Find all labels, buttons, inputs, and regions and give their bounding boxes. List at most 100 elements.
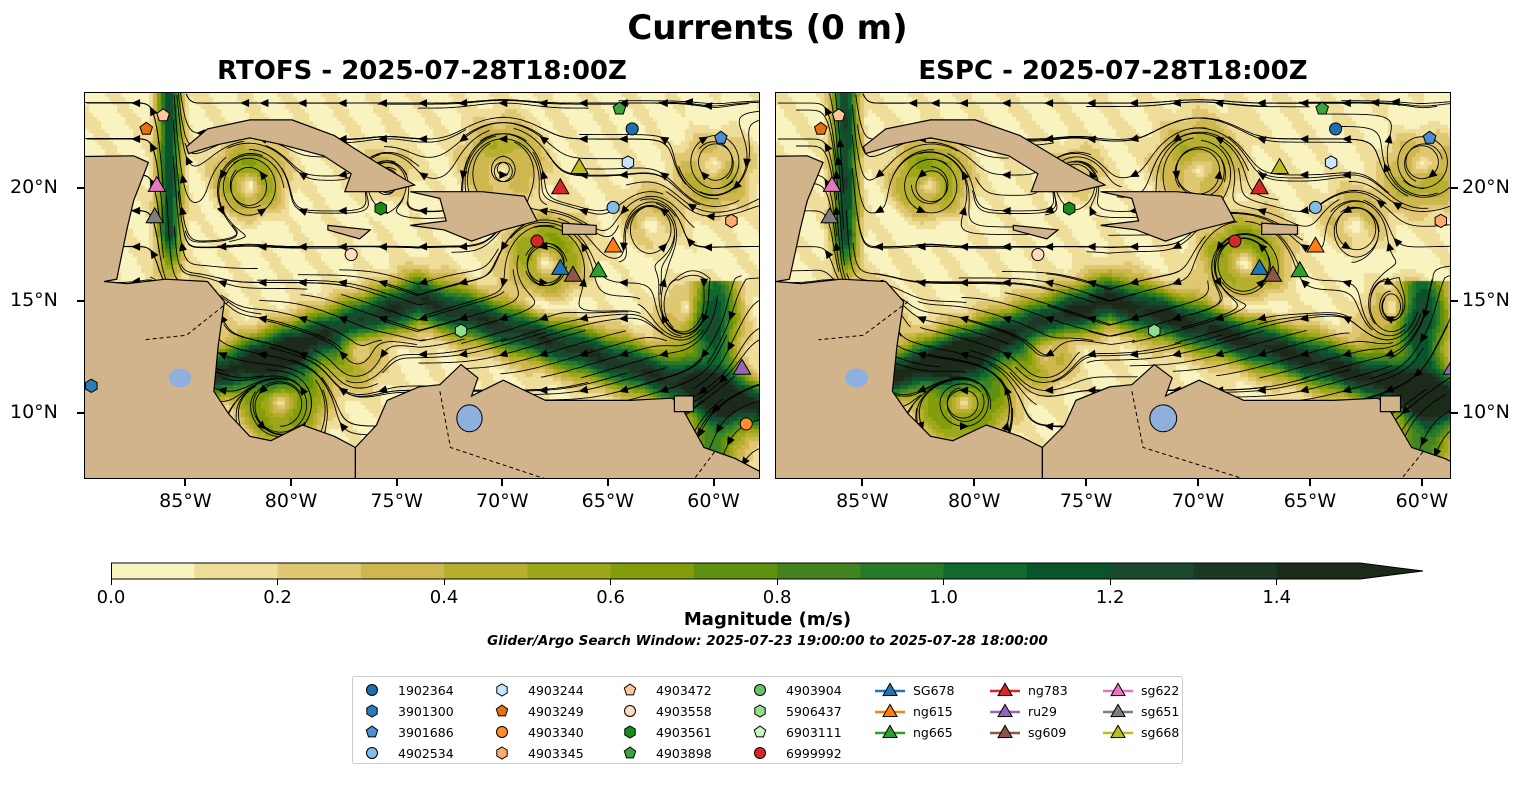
streamline-arrow xyxy=(150,142,158,153)
marker-ru29 xyxy=(732,358,752,375)
streamline-arrow xyxy=(1171,277,1182,286)
colorbar-tick xyxy=(1276,579,1278,585)
x-tick xyxy=(712,479,715,486)
streamline-arrow xyxy=(1413,368,1424,378)
marker-6999992 xyxy=(530,234,544,248)
y-tick xyxy=(77,187,84,190)
streamline-arrow xyxy=(697,427,706,438)
borders xyxy=(818,301,1424,478)
streamline-arrow xyxy=(418,277,428,286)
circle-marker-icon xyxy=(366,747,378,759)
legend-label: sg609 xyxy=(1028,724,1067,740)
streamline-arrow xyxy=(216,205,225,216)
streamline-arrow xyxy=(150,249,159,260)
streamline xyxy=(911,166,949,204)
streamline-arrow xyxy=(728,310,737,321)
landmass xyxy=(354,363,759,478)
colorbar-segment xyxy=(1110,563,1194,579)
streamline xyxy=(346,338,508,384)
streamline-arrow xyxy=(337,206,347,215)
colorbar-tick-label: 0.6 xyxy=(596,587,625,608)
circle-marker-icon xyxy=(754,747,766,759)
triangle-marker-icon xyxy=(875,703,905,718)
legend-label: sg651 xyxy=(1141,703,1180,719)
lake-nicaragua xyxy=(169,368,192,388)
hexagon-marker-icon xyxy=(624,725,636,739)
marker-4903249 xyxy=(813,121,828,135)
hexagon-marker-icon xyxy=(496,683,508,697)
streamline-arrow xyxy=(1256,278,1266,289)
colorbar-segment xyxy=(1276,563,1361,579)
legend-item: 4902534 xyxy=(363,743,454,763)
streamline-arrow xyxy=(1384,349,1395,357)
streamline-arrow xyxy=(1341,385,1352,394)
streamline-arrow xyxy=(538,207,548,216)
streamline-arrow xyxy=(418,99,427,108)
streamline xyxy=(534,225,641,314)
streamline-arrow xyxy=(658,243,668,253)
streamline-arrow xyxy=(1422,309,1430,319)
lake-nicaragua xyxy=(844,368,869,388)
legend-label: ng665 xyxy=(913,724,953,740)
x-tick xyxy=(1308,479,1311,486)
streamline xyxy=(184,153,263,243)
streamline-arrow xyxy=(498,99,508,108)
streamline-arrow xyxy=(459,170,468,180)
streamline-arrow xyxy=(1299,385,1310,394)
streamline-arrow xyxy=(458,242,468,251)
streamline-arrow xyxy=(960,422,969,431)
streamline xyxy=(655,203,705,335)
marker-sg609 xyxy=(563,265,583,282)
y-tick xyxy=(1451,411,1458,414)
landmass xyxy=(1379,395,1402,413)
streamline-arrow xyxy=(1384,385,1395,393)
marker-sg622 xyxy=(147,175,167,192)
streamline-arrow xyxy=(298,172,309,181)
legend-circle-icon xyxy=(754,684,766,696)
x-tick-label: 65°W xyxy=(581,490,635,512)
legend-triangle-icon xyxy=(882,724,898,739)
legend-triangle-icon xyxy=(1110,682,1126,697)
streamline-arrow xyxy=(337,170,348,179)
colorbar-tick-label: 1.0 xyxy=(929,587,958,608)
colorbar-segment xyxy=(943,563,1028,579)
streamline-arrow xyxy=(959,205,967,216)
x-tick xyxy=(861,479,864,486)
triangle-marker-icon xyxy=(875,682,905,697)
streamline-arrow xyxy=(875,169,885,179)
landmass xyxy=(862,119,1107,193)
streamline xyxy=(904,158,958,214)
streamline xyxy=(1301,279,1433,379)
colorbar-tick xyxy=(610,579,612,585)
legend: 1902364 3901300 3901686 4902534 4903244 49032… xyxy=(352,676,1183,764)
colorbar-label: Magnitude (m/s) xyxy=(683,609,852,630)
legend-triangle-icon xyxy=(997,703,1013,718)
colorbar-tick-label: 1.4 xyxy=(1262,587,1292,608)
streamline xyxy=(639,198,759,248)
streamline-arrow xyxy=(703,243,713,252)
legend-triangle-icon xyxy=(1110,703,1126,718)
legend-pentagon-icon xyxy=(365,725,379,738)
streamline-arrow xyxy=(378,279,388,288)
legend-label: 6903111 xyxy=(786,724,842,740)
streamline-arrow xyxy=(959,242,969,251)
streamline-arrow xyxy=(131,206,141,215)
streamline-arrow xyxy=(258,384,269,394)
streamline-arrow xyxy=(1214,169,1223,180)
streamline-arrow xyxy=(185,155,194,166)
streamline-arrow xyxy=(959,278,968,287)
legend-label: ru29 xyxy=(1028,703,1057,719)
streamline-arrow xyxy=(1341,135,1351,144)
streamline-arrow xyxy=(297,208,308,216)
streamline-arrow xyxy=(1342,316,1353,324)
x-tick xyxy=(1420,479,1423,486)
triangle-marker-icon xyxy=(1103,682,1133,697)
x-tick-label: 60°W xyxy=(1395,490,1449,512)
x-tick-label: 75°W xyxy=(370,490,423,512)
legend-pentagon-icon xyxy=(753,725,767,738)
legend-item: 6903111 xyxy=(751,722,842,742)
streamline xyxy=(513,127,668,181)
streamline-arrow xyxy=(131,135,141,143)
streamline-arrow xyxy=(1384,134,1393,144)
marker-sg651 xyxy=(820,207,840,224)
